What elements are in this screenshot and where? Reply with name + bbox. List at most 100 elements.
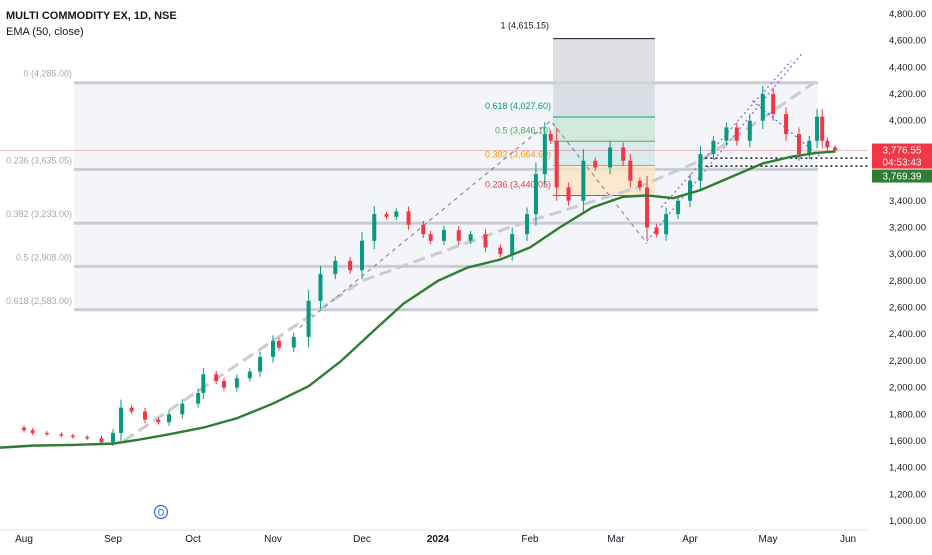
candle-body (360, 240, 364, 271)
y-tick-label: 2,600.00 (889, 303, 926, 314)
candle-body (833, 147, 838, 151)
candle-body (318, 274, 323, 301)
fib-level-label: 0.5 (2,908.00) (16, 252, 72, 262)
y-tick-label: 4,200.00 (889, 89, 926, 100)
x-tick-label: May (759, 534, 778, 545)
candle-body (688, 180, 692, 201)
fib-zone-green (553, 117, 655, 142)
y-tick-label: 3,200.00 (889, 222, 926, 233)
candle-body (548, 134, 553, 141)
fib-extension-label: 0.382 (3,664.60) (485, 149, 551, 159)
x-tick-label: Nov (264, 534, 282, 545)
y-tick-label: 3,000.00 (889, 249, 926, 260)
candle-body (815, 116, 820, 141)
candle-body (201, 374, 206, 393)
fib-level-label: 0 (4,285.00) (23, 69, 72, 79)
candle-body (581, 160, 586, 201)
candle-body (59, 434, 64, 436)
y-tick-label: 3,400.00 (889, 196, 926, 207)
candle-body (30, 430, 35, 433)
y-tick-label: 2,200.00 (889, 356, 926, 367)
candle-body (276, 340, 281, 348)
candle-body (384, 214, 389, 217)
ema-value-badge (872, 169, 932, 183)
x-tick-label: Apr (682, 534, 698, 545)
chart-legend: MULTI COMMODITY EX, 1D, NSE EMA (50, clo… (6, 8, 177, 40)
x-tick-label: Dec (353, 534, 371, 545)
candle-body (428, 234, 433, 241)
candle-body (22, 427, 26, 431)
indicator-label: EMA (50, close) (6, 26, 84, 38)
dividend-marker-icon (153, 504, 169, 520)
candle-body (760, 94, 765, 121)
candle-body (180, 403, 185, 415)
candle-body (621, 147, 626, 161)
fib-extension-label: 1 (4,615.15) (500, 21, 549, 31)
candle-body (70, 435, 75, 437)
candle-body (129, 407, 134, 412)
fib-retracement-area (74, 82, 818, 310)
fib-zone-teal (553, 141, 655, 166)
candle-body (468, 234, 473, 241)
candle-body (421, 224, 426, 235)
candle-body (784, 114, 789, 135)
y-tick-label: 1,000.00 (889, 516, 926, 527)
candle-body (566, 187, 571, 201)
candle-body (143, 411, 147, 420)
candle-body (676, 200, 681, 215)
x-tick-label: 2024 (427, 534, 450, 545)
dividend-marker-label: D (158, 508, 165, 518)
ema-line (0, 150, 836, 449)
candle-body (156, 419, 161, 423)
candle-body (441, 230, 446, 241)
candle-body (306, 300, 311, 337)
candle-body (333, 260, 338, 275)
x-tick-label: Oct (185, 534, 201, 545)
last-price-badge (872, 143, 932, 157)
y-tick-label: 4,000.00 (889, 116, 926, 127)
y-tick-label: 2,800.00 (889, 276, 926, 287)
y-tick-label: 2,000.00 (889, 383, 926, 394)
last-price-value: 3,776.55 (883, 146, 922, 157)
candle-body (394, 211, 399, 217)
candle-body (258, 356, 263, 372)
candle-body (483, 234, 488, 248)
candle-body (271, 340, 275, 357)
candle-body (608, 147, 613, 168)
candle-body (85, 436, 90, 439)
candle-body (820, 116, 825, 141)
candle-body (654, 227, 659, 235)
candle-body (542, 134, 547, 175)
candle-body (167, 414, 171, 423)
countdown-badge (872, 156, 932, 169)
channel-line-outer (646, 53, 803, 242)
candle-body (771, 94, 776, 115)
y-tick-label: 1,600.00 (889, 436, 926, 447)
x-tick-label: Aug (15, 534, 33, 545)
candle-body (510, 234, 515, 255)
chart-title: MULTI COMMODITY EX, 1D, NSE (6, 10, 177, 22)
candle-body (533, 174, 538, 215)
trend-projection-line (122, 79, 818, 443)
candle-body (825, 140, 830, 148)
y-tick-label: 1,800.00 (889, 409, 926, 420)
candle-body (372, 214, 377, 241)
candle-body (214, 374, 219, 381)
candle-body (406, 211, 411, 225)
candle-body (664, 214, 669, 235)
candle-body (119, 407, 123, 433)
candle-body (99, 438, 104, 443)
y-tick-label: 4,600.00 (889, 36, 926, 47)
fib-level-label: 0.236 (3,635.05) (6, 155, 72, 165)
candle-body (456, 230, 461, 241)
fib-level-label: 0.382 (3,233.00) (6, 209, 72, 219)
fib-extension-label: 0.618 (4,027.60) (485, 101, 551, 111)
candle-body (247, 371, 252, 379)
candle-body (807, 140, 812, 155)
candle-body (498, 247, 503, 255)
candle-body (711, 140, 716, 155)
candle-body (221, 380, 226, 388)
ema-value: 3,769.39 (883, 172, 922, 183)
